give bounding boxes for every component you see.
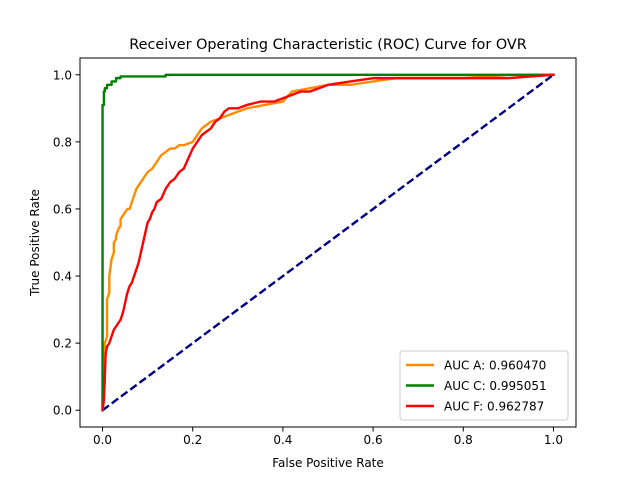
y-tick-label: 0.0 xyxy=(53,404,72,418)
x-tick-label: 0.0 xyxy=(93,433,112,447)
y-tick-label: 1.0 xyxy=(53,68,72,82)
roc-curve-0 xyxy=(101,73,555,412)
y-tick-label: 0.8 xyxy=(53,135,72,149)
x-tick-label: 0.4 xyxy=(273,433,292,447)
plot-area xyxy=(101,73,555,412)
y-axis-label: True Positive Rate xyxy=(28,189,42,297)
axes: 0.0 0.2 0.4 0.6 0.8 1.0 0.0 0.2 0.4 0.6 0.8 1.0 xyxy=(53,57,577,447)
y-tick-label: 0.2 xyxy=(53,337,72,351)
x-tick-label: 0.8 xyxy=(454,433,473,447)
legend-label-1: AUC C: 0.995051 xyxy=(444,379,547,393)
y-tick-label: 0.6 xyxy=(53,202,72,216)
roc-curve-1 xyxy=(101,73,555,412)
x-tick-label: 0.6 xyxy=(364,433,383,447)
x-axis-label: False Positive Rate xyxy=(272,456,384,470)
chart-title: Receiver Operating Characteristic (ROC) … xyxy=(129,37,527,53)
axes-frame xyxy=(79,57,577,428)
x-tick-label: 0.2 xyxy=(183,433,202,447)
legend-box xyxy=(399,350,569,421)
roc-curve-2 xyxy=(101,73,555,412)
legend-label-2: AUC F: 0.962787 xyxy=(444,400,544,414)
legend: AUC A: 0.960470 AUC C: 0.995051 AUC F: 0.9… xyxy=(399,350,569,421)
chance-diagonal-line xyxy=(101,73,555,412)
legend-label-0: AUC A: 0.960470 xyxy=(444,359,546,373)
y-tick-label: 0.4 xyxy=(53,270,72,284)
x-tick-label: 1.0 xyxy=(544,433,563,447)
